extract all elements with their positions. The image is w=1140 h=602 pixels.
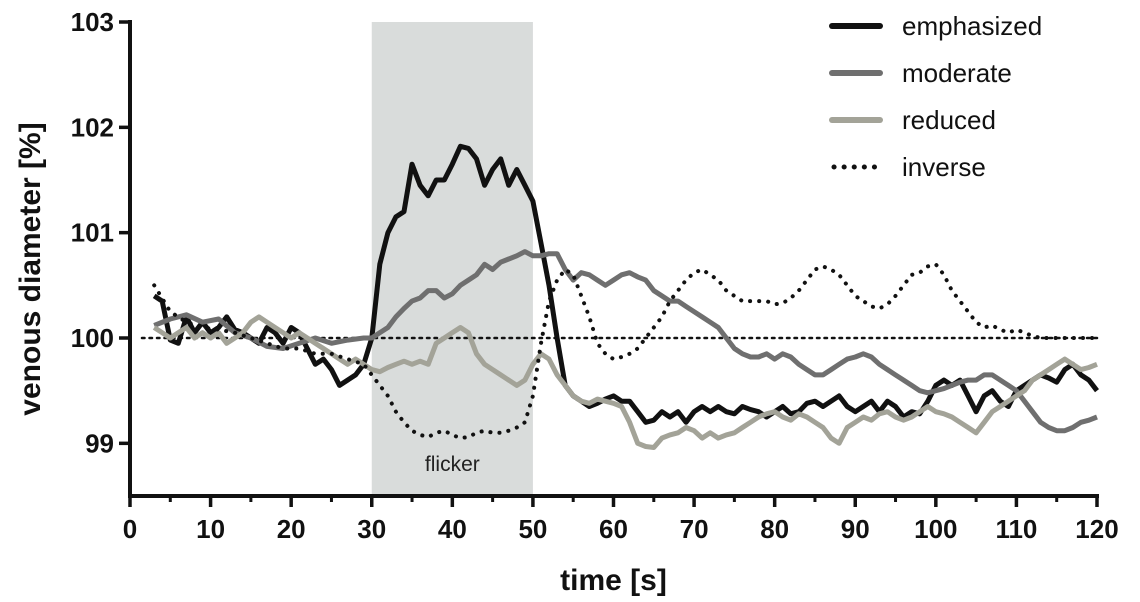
series-line-moderate: [153, 249, 1098, 434]
flicker-annotation: flicker: [425, 453, 480, 476]
series-line-emphasized: [152, 143, 1099, 425]
legend-label-reduced: reduced: [902, 105, 996, 135]
x-tick-label: 10: [196, 514, 225, 544]
legend-label-moderate: moderate: [902, 58, 1012, 88]
series-line-reduced: [152, 314, 1098, 450]
y-tick-label: 99: [85, 428, 114, 458]
legend-label-emphasized: emphasized: [902, 11, 1042, 41]
x-tick-label: 50: [518, 514, 547, 544]
axes: 0 10 20 30 40 50 60 70 80 90 100 110 120 99 100 101 102 1…: [71, 7, 1119, 544]
y-tick-label: 103: [71, 7, 114, 37]
series-line-inverse: [152, 262, 1099, 441]
x-tick-label: 0: [123, 514, 137, 544]
x-tick-label: 110: [995, 514, 1037, 544]
x-tick-label: 20: [277, 514, 306, 544]
y-tick-label: 102: [71, 112, 114, 142]
x-tick-label: 70: [680, 514, 709, 544]
x-tick-label: 80: [760, 514, 789, 544]
legend: emphasized moderate reduced inverse: [829, 11, 1042, 182]
y-tick-label: 101: [71, 218, 114, 248]
legend-label-inverse: inverse: [902, 152, 986, 182]
y-axis-title: venous diameter [%]: [14, 122, 47, 415]
x-tick-label: 120: [1075, 514, 1118, 544]
x-axis-title: time [s]: [560, 564, 667, 597]
x-tick-label: 60: [599, 514, 628, 544]
x-tick-label: 30: [357, 514, 386, 544]
series-lines: [152, 143, 1099, 450]
x-tick-label: 90: [841, 514, 870, 544]
x-tick-label: 40: [438, 514, 467, 544]
x-tick-label: 100: [914, 514, 957, 544]
y-tick-label: 100: [71, 323, 114, 353]
